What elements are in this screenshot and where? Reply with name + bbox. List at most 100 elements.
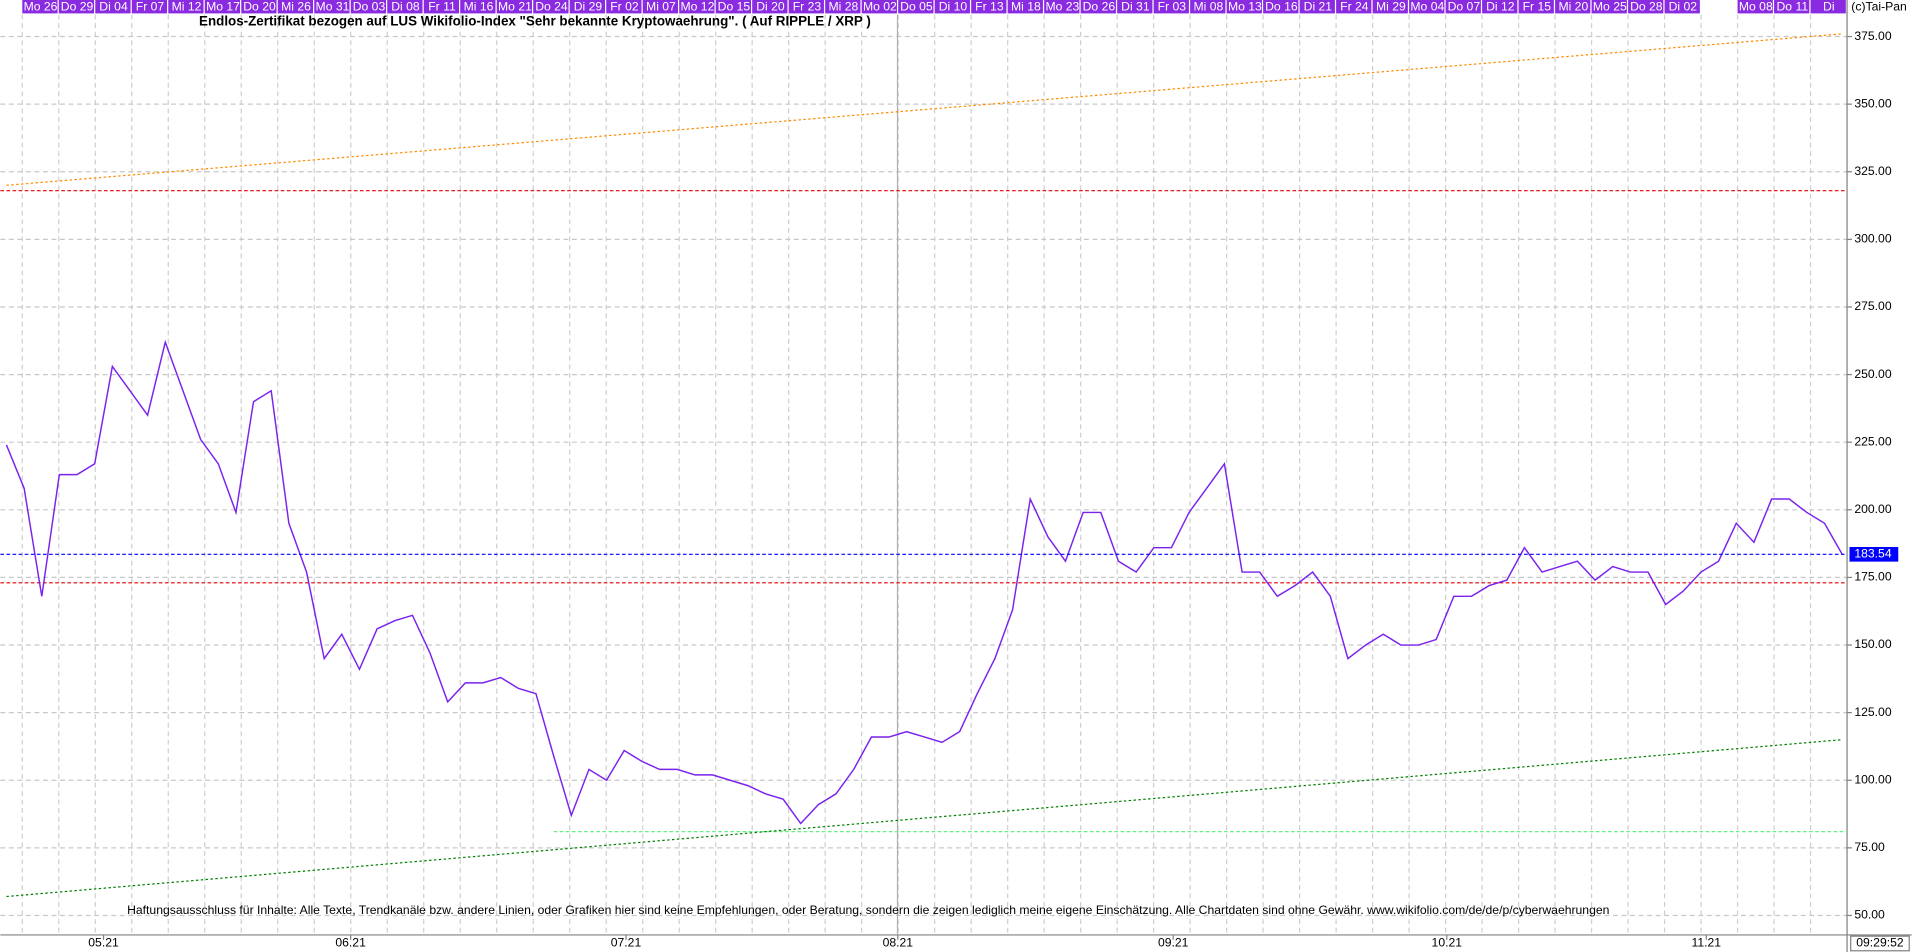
top-label: Do 26 [1083,0,1116,14]
top-label: Fr 07 [136,0,165,14]
top-label: Mi 07 [646,0,676,14]
y-tick-label: 150.00 [1854,637,1891,651]
top-label: Mo 02 [863,0,897,14]
top-label: Do 20 [243,0,276,14]
top-cell [898,0,934,14]
x-tick-label: 09.21 [1158,936,1189,950]
top-cell [679,0,715,14]
top-cell [204,0,241,14]
top-label: Di 29 [574,0,603,14]
top-label: Di 21 [1304,0,1333,14]
top-label: Fr 11 [428,0,456,14]
top-label: Do 24 [535,0,568,14]
top-cell [1117,0,1153,14]
top-cell [934,0,970,14]
top-label: Do 07 [1448,0,1481,14]
top-cell [1336,0,1372,14]
top-label: Fr 02 [610,0,639,14]
top-label: Fr 24 [1340,0,1369,14]
top-label: Mo 26 [24,0,58,14]
top-cell [752,0,788,14]
top-label: Mo 12 [681,0,715,14]
x-tick-label: 11.21 [1691,936,1721,950]
top-label: Mo 17 [206,0,240,14]
top-label: Mi 26 [281,0,311,14]
top-cell [1810,0,1846,14]
top-cell [1044,0,1080,14]
chart-title: Endlos-Zertifikat bezogen auf LUS Wikifo… [199,13,871,28]
last-value-box [1849,547,1899,562]
copyright: (c)Tai-Pan [1851,0,1906,14]
top-cell [1372,0,1408,14]
top-label: Di 31 [1121,0,1150,14]
top-cell [1518,0,1554,14]
top-label: Di [1823,0,1835,14]
top-label: Di 02 [1669,0,1698,14]
top-cell [1701,0,1737,14]
y-tick-label: 75.00 [1854,840,1885,854]
top-cell [168,0,204,14]
y-tick-label: 375.00 [1854,29,1891,43]
top-cell [350,0,387,14]
top-label: Fr 13 [975,0,1004,14]
y-tick-label: 100.00 [1854,772,1891,786]
top-label: Mi 28 [829,0,859,14]
top-label: Do 28 [1630,0,1663,14]
top-cell [1628,0,1664,14]
top-label: Do 15 [718,0,751,14]
top-label: Mo 13 [1228,0,1262,14]
top-cell [131,0,168,14]
top-cell [1080,0,1116,14]
top-cell [825,0,861,14]
top-label: Di 20 [756,0,785,14]
top-label: Mo 21 [498,0,532,14]
time: 09:29:52 [1856,936,1904,950]
top-label: Di 08 [391,0,420,14]
top-cell [496,0,533,14]
y-tick-label: 250.00 [1854,367,1891,381]
top-cell [277,0,314,14]
top-cell [569,0,605,14]
top-label: Fr 03 [1158,0,1187,14]
x-tick-label: 10.21 [1432,936,1463,950]
top-cell [971,0,1007,14]
top-label: Di 12 [1486,0,1515,14]
top-label: Fr 15 [1523,0,1552,14]
top-label: Do 16 [1265,0,1298,14]
top-cell [1299,0,1335,14]
x-tick-label: 05.21 [88,936,119,950]
top-label: Mi 18 [1011,0,1041,14]
price-line [5,339,1843,825]
top-cell [1226,0,1262,14]
top-label: Mo 08 [1739,0,1773,14]
time-box [1850,935,1910,952]
top-cell [241,0,277,14]
x-tick-label: 08.21 [883,936,914,950]
top-label: Mi 16 [464,0,494,14]
y-tick-label: 175.00 [1854,570,1891,584]
top-label: Mi 29 [1376,0,1406,14]
x-tick-label: 07.21 [611,936,642,950]
y-tick-label: 325.00 [1854,164,1891,178]
top-cell [1409,0,1445,14]
y-tick-label: 350.00 [1854,96,1891,110]
top-cell [1664,0,1700,14]
top-cell [95,0,131,14]
top-cell [642,0,678,14]
top-cell [423,0,460,14]
y-tick-label: 275.00 [1854,299,1891,313]
top-cell [788,0,824,14]
top-cell [861,0,897,14]
top-label: Do 03 [353,0,386,14]
disclaimer: Haftungsausschluss für Inhalte: Alle Tex… [127,903,1609,917]
top-label: Mo 25 [1593,0,1627,14]
top-cell [1153,0,1189,14]
top-cell [533,0,569,14]
top-label: Mo 31 [316,0,350,14]
last-value-label: 183.54 [1854,547,1891,561]
top-label: Di 04 [99,0,128,14]
top-label: Mi 20 [1558,0,1588,14]
top-label: Mi 12 [172,0,202,14]
